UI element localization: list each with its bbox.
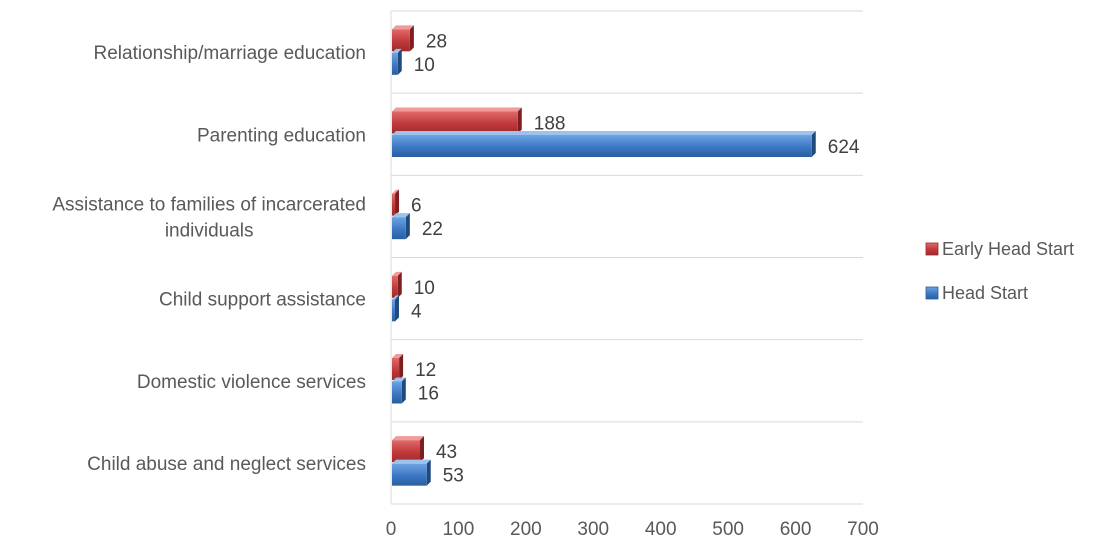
data-label: 16 <box>418 384 439 405</box>
bar-early-head-start <box>392 436 424 463</box>
legend: Early Head Start Head Start <box>925 239 1074 303</box>
bar-front-face <box>392 52 398 75</box>
bar-side-face <box>395 189 400 216</box>
x-tick-label: 600 <box>780 519 812 540</box>
bar-early-head-start <box>392 354 404 380</box>
bar-side-face <box>399 354 404 380</box>
legend-swatch <box>925 242 939 256</box>
x-tick-label: 0 <box>386 519 397 540</box>
bar-top-face <box>392 131 816 135</box>
category-label: Parenting education <box>197 125 366 146</box>
category-label: Domestic violence services <box>137 372 366 393</box>
x-tick-label: 300 <box>577 519 609 540</box>
x-tick-label: 500 <box>712 519 744 540</box>
x-tick-label: 100 <box>443 519 475 540</box>
data-label: 53 <box>443 466 464 487</box>
bar-side-face <box>419 436 424 463</box>
bar-side-face <box>397 271 402 298</box>
bar-top-face <box>392 189 400 194</box>
bar-side-face <box>397 48 402 75</box>
bar-front-face <box>392 358 400 380</box>
legend-swatch <box>925 286 939 300</box>
category-label: Child abuse and neglect services <box>87 454 366 475</box>
x-tick-label: 700 <box>847 519 879 540</box>
bar-front-face <box>392 463 427 486</box>
bar-front-face <box>392 275 398 298</box>
category-label: individuals <box>165 220 254 241</box>
bar-top-face <box>392 213 410 218</box>
bar-front-face <box>392 217 406 240</box>
gridlines <box>391 10 863 505</box>
bar-top-face <box>392 436 424 441</box>
data-label: 10 <box>414 278 435 299</box>
bar-head-start <box>392 48 402 75</box>
bar-head-start <box>392 213 410 240</box>
bar-top-face <box>392 25 414 30</box>
bar-front-face <box>392 381 402 404</box>
bar-side-face <box>426 459 431 486</box>
bar-early-head-start <box>392 189 400 216</box>
bar-side-face <box>395 295 399 322</box>
bar-side-face <box>401 377 406 404</box>
data-label: 22 <box>422 219 443 240</box>
bar-front-face <box>392 111 518 134</box>
bar-head-start <box>392 131 816 157</box>
bar-top-face <box>392 459 431 464</box>
bar-top-face <box>392 354 404 358</box>
bar-side-face <box>517 107 522 134</box>
bars <box>392 25 816 486</box>
bar-early-head-start <box>392 107 522 134</box>
bar-side-face <box>409 25 414 52</box>
bar-head-start <box>392 295 399 322</box>
x-tick-label: 400 <box>645 519 677 540</box>
data-label: 188 <box>534 114 566 135</box>
bar-early-head-start <box>392 271 402 298</box>
category-label: Relationship/marriage education <box>94 43 367 64</box>
data-label: 43 <box>436 442 457 463</box>
data-label: 4 <box>411 301 422 322</box>
bar-head-start <box>392 377 406 404</box>
data-label: 6 <box>411 196 422 217</box>
labels: 0 100 200 300 400 500 600 700 Relationship/marri… <box>52 31 878 540</box>
bar-top-face <box>392 48 402 53</box>
legend-item-head-start: Head Start <box>925 283 1028 303</box>
bar-front-face <box>392 135 812 157</box>
data-label: 12 <box>415 360 436 381</box>
bar-top-face <box>392 107 522 112</box>
bar-side-face <box>811 131 816 157</box>
category-label: Child support assistance <box>159 290 366 311</box>
legend-label: Head Start <box>942 283 1028 303</box>
bar-early-head-start <box>392 25 414 52</box>
bar-front-face <box>392 193 396 216</box>
legend-label: Early Head Start <box>942 239 1074 259</box>
bar-top-face <box>392 377 406 382</box>
data-label: 624 <box>828 137 860 158</box>
bar-head-start <box>392 459 431 486</box>
bar-front-face <box>392 29 410 52</box>
x-tick-label: 200 <box>510 519 542 540</box>
data-label: 28 <box>426 31 447 52</box>
legend-item-early-head-start: Early Head Start <box>925 239 1074 259</box>
bar-side-face <box>405 213 410 240</box>
bar-front-face <box>392 299 395 322</box>
bar-top-face <box>392 295 399 300</box>
data-label: 10 <box>414 55 435 76</box>
bar-front-face <box>392 440 420 463</box>
category-label: Assistance to families of incarcerated <box>52 194 366 215</box>
bar-top-face <box>392 271 402 276</box>
